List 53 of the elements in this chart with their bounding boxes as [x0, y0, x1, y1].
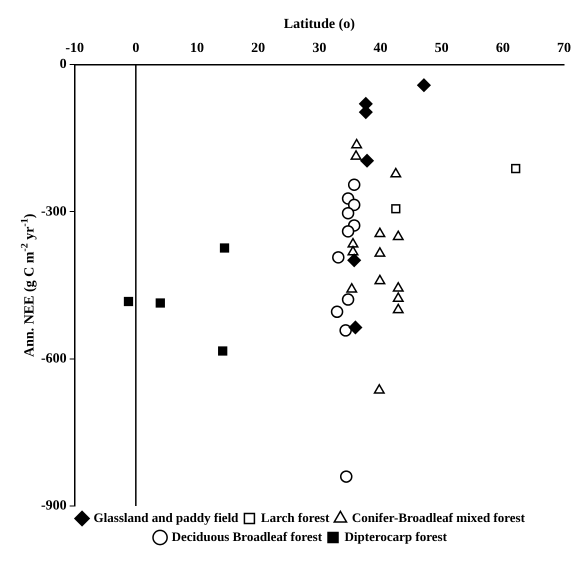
point: [347, 238, 358, 248]
x-tick-label: 60: [496, 40, 510, 56]
point: [374, 247, 386, 257]
x-tick-label: 0: [132, 40, 140, 56]
y-tick-label: -300: [40, 204, 67, 220]
point: [342, 206, 354, 220]
point: [346, 282, 358, 293]
x-axis-title: Latitude (o): [284, 17, 356, 32]
x-tick-label: -10: [65, 40, 84, 56]
y-tick-label: -900: [40, 498, 67, 514]
x-tick-label: 10: [190, 40, 204, 56]
point: [347, 254, 361, 268]
point: [342, 225, 354, 238]
point: [340, 470, 352, 483]
point: [392, 230, 404, 240]
point: [342, 293, 354, 306]
point: [156, 298, 165, 308]
legend-label: Conifer-Broadleaf mixed forest: [352, 510, 526, 525]
point: [218, 346, 228, 356]
x-tick-label: 30: [312, 40, 326, 56]
point: [351, 138, 362, 149]
point: [392, 282, 404, 292]
point: [348, 320, 362, 334]
point: [220, 243, 230, 253]
point: [330, 306, 344, 318]
point: [350, 150, 362, 160]
legend-label: Glassland and paddy field: [94, 510, 240, 525]
point: [348, 198, 360, 212]
point: [374, 384, 385, 394]
point: [511, 164, 520, 174]
y-axis-title: Ann. NEE (g C m-2 yr-1): [20, 213, 38, 358]
x-tick-label: 40: [374, 40, 388, 56]
legend-label: Deciduous Broadleaf forest: [172, 528, 323, 544]
point: [374, 228, 386, 238]
point: [339, 324, 352, 337]
x-tick-label: 50: [434, 40, 449, 56]
point: [392, 292, 404, 302]
x-tick-label: 70: [557, 40, 571, 56]
point: [347, 246, 358, 256]
point: [374, 274, 386, 284]
legend-label: Larch forest: [260, 510, 330, 525]
point: [360, 154, 374, 168]
point: [348, 178, 360, 192]
y-tick-label: -600: [40, 351, 67, 366]
y-tick-label: 0: [60, 57, 67, 72]
legend-label: Dipterocarp forest: [344, 528, 448, 544]
point: [392, 304, 404, 314]
point: [390, 168, 402, 178]
x-tick-label: 20: [251, 40, 266, 56]
point: [124, 296, 134, 306]
point: [391, 204, 400, 214]
point: [417, 78, 431, 92]
point: [332, 251, 345, 264]
